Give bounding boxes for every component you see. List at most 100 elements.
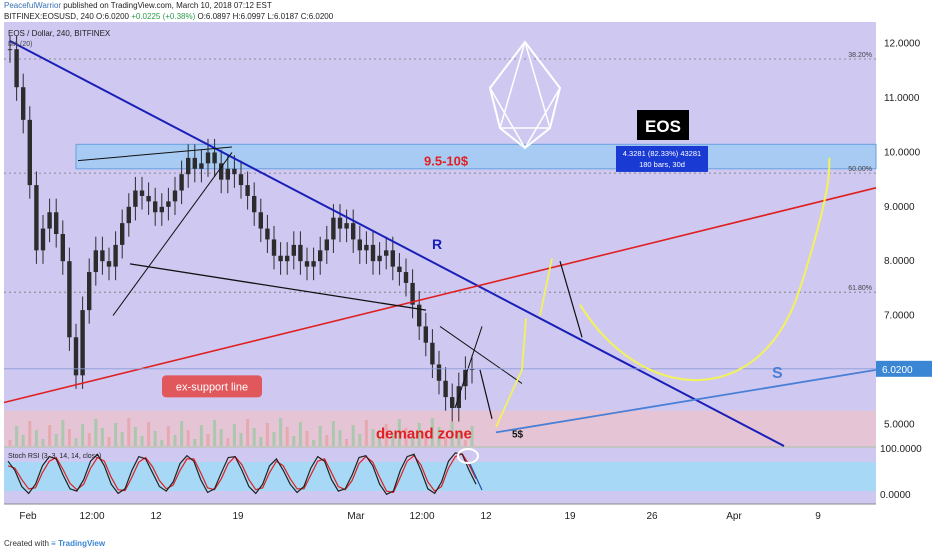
candle-body [14,49,19,88]
y-tick-label: 5.0000 [884,419,915,430]
candle-body [384,250,389,256]
volume-bar [133,427,137,446]
volume-bar [193,439,197,446]
x-tick-label: 19 [232,511,244,522]
volume-bar [206,434,210,446]
eos-logo-lower [489,87,561,150]
candle-body [120,223,125,245]
measure-value: 4.3281 (82.33%) 43281 [623,149,701,158]
y-tick-label: 10.0000 [884,147,921,158]
volume-bar [384,424,388,446]
candle-body [179,174,184,191]
eos-badge [637,110,689,140]
eos-badge-label: EOS [645,117,681,136]
candle-body [265,228,270,240]
volume-bar [351,425,355,446]
volume-bar [41,439,45,446]
footer: Created with ≡ TradingView [4,539,105,548]
volume-bar [312,440,316,446]
footer-created: Created with [4,539,49,548]
ex-support-badge [162,375,262,398]
support-line [495,369,877,434]
volume-bar [114,423,118,446]
candle-body [298,244,303,262]
y-tick-label: 8.0000 [884,256,915,267]
footer-brand[interactable]: TradingView [58,539,106,548]
candle-body [34,185,39,251]
current-price-badge [876,360,932,377]
volume-bar [48,425,52,446]
volume-bar [298,422,302,446]
candle-body [390,250,395,267]
stoch-band [4,462,876,491]
candle-body [54,212,59,234]
candle-body [159,206,164,213]
fib-level-label: 38.20% [848,52,872,59]
candle-body [21,87,26,120]
volume-bar [140,436,144,446]
candle-body [219,163,224,180]
volume-bar [358,434,362,446]
volume-bar [232,424,236,446]
volume-bar [338,430,342,446]
volume-bar [444,436,448,446]
price-axis-background [876,22,932,504]
candle-body [113,244,118,267]
candle-body [212,152,217,164]
volume-bar [226,438,230,446]
fib-level-label: 61.80% [848,285,872,292]
candle-body [172,190,178,202]
volume-bar [81,424,85,446]
stoch-d-line [7,453,477,494]
volume-bar [8,440,12,446]
candle-body [186,157,191,175]
candle-body [205,152,211,164]
volume-bar [127,418,131,446]
candle-body [331,217,336,240]
candle-body [443,380,448,398]
volume-bar [364,420,368,446]
volume-bar [252,428,256,446]
author-link[interactable]: PeacefulWarrior [4,1,62,10]
ma-label: MA (20) [8,41,33,48]
candle-body [238,174,244,186]
resistance-label: R [432,236,442,252]
measure-bars: 180 bars, 30d [639,160,685,169]
symbol-line: BITFINEX:EOSUSD, 240 [4,12,94,21]
candle-body [364,244,369,251]
volume-bar [430,418,434,446]
volume-bar [292,436,296,446]
volume-bar [457,431,461,446]
candle-body [278,255,283,262]
projection-curve [579,157,831,382]
open-value: O:6.0200 [96,12,129,21]
stoch-tick-label: 0.0000 [880,490,911,501]
neckline [129,263,427,311]
candle-body [318,250,323,262]
tradingview-logo-icon: ≡ [51,539,56,548]
volume-bar [34,430,38,446]
volume-bar [160,440,164,446]
volume-bar [199,425,203,446]
candle-body [469,368,475,370]
y-tick-label: 12.0000 [884,39,921,50]
x-tick-label: 26 [646,511,658,522]
volume-bar [272,432,276,446]
candle-body [100,250,105,262]
change-value: +0.0225 (+0.38%) [131,12,196,21]
candle-body [27,119,32,186]
publish-text: published on TradingView.com, March 10, … [63,1,272,10]
x-tick-label: 12:00 [409,511,434,522]
projection-path [539,258,553,316]
current-price-label: 6.0200 [882,365,913,376]
volume-bar [166,426,170,446]
volume-bar [265,423,269,446]
x-tick-label: Feb [19,511,37,522]
main-pane-background [4,22,876,446]
candle-body [430,342,435,365]
candle-body [397,266,402,273]
volume-bar [437,427,441,446]
volume-bar [28,421,32,446]
volume-bar [259,437,263,446]
